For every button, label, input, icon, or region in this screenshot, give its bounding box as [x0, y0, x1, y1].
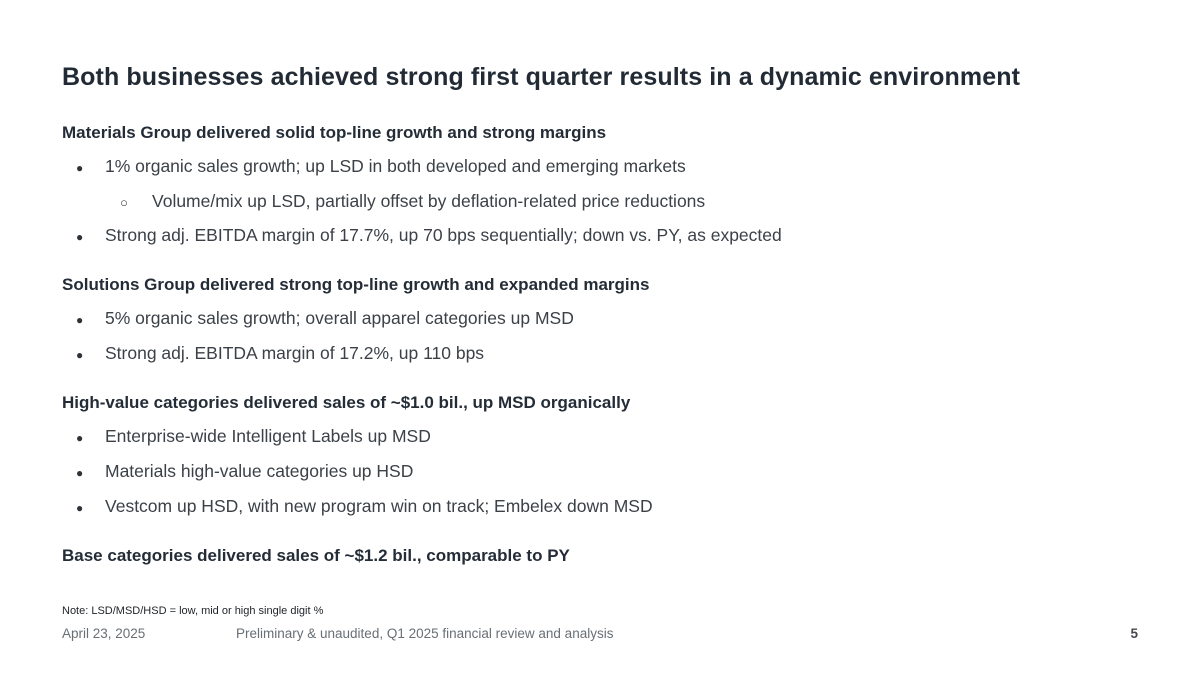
bullet-text: 1% organic sales growth; up LSD in both … — [105, 156, 686, 176]
sub-bullet-icon: ○ — [120, 195, 128, 210]
slide-title: Both businesses achieved strong first qu… — [62, 63, 1021, 91]
bullet-icon: ● — [76, 501, 84, 515]
slide-content: Both businesses achieved strong first qu… — [62, 62, 1142, 569]
section-heading: High-value categories delivered sales of… — [62, 393, 631, 412]
list-item: ● Strong adj. EBITDA margin of 17.7%, up… — [62, 219, 1142, 254]
bullet-icon: ● — [76, 431, 84, 445]
bullet-list: ● 5% organic sales growth; overall appar… — [62, 302, 1142, 372]
section-solutions-group: Solutions Group delivered strong top-lin… — [62, 272, 1142, 372]
list-item: ● Vestcom up HSD, with new program win o… — [62, 490, 1142, 525]
bullet-icon: ● — [76, 230, 84, 244]
section-heading: Solutions Group delivered strong top-lin… — [62, 275, 650, 294]
bullet-icon: ● — [76, 161, 84, 175]
bullet-text: Enterprise-wide Intelligent Labels up MS… — [105, 426, 431, 446]
bullet-icon: ● — [76, 466, 84, 480]
section-materials-group: Materials Group delivered solid top-line… — [62, 120, 1142, 254]
bullet-icon: ● — [76, 348, 84, 362]
bullet-text: Materials high-value categories up HSD — [105, 461, 414, 481]
page-number: 5 — [1130, 626, 1138, 641]
footnote: Note: LSD/MSD/HSD = low, mid or high sin… — [62, 605, 324, 617]
bullet-text: Volume/mix up LSD, partially offset by d… — [152, 191, 706, 211]
bullet-text: Strong adj. EBITDA margin of 17.2%, up 1… — [105, 343, 485, 363]
bullet-text: Strong adj. EBITDA margin of 17.7%, up 7… — [105, 225, 782, 245]
list-item: ● Strong adj. EBITDA margin of 17.2%, up… — [62, 337, 1142, 372]
bullet-list: ● 1% organic sales growth; up LSD in bot… — [62, 150, 1142, 254]
bullet-icon: ● — [76, 313, 84, 327]
list-item: ● 1% organic sales growth; up LSD in bot… — [62, 150, 1142, 185]
bullet-text: 5% organic sales growth; overall apparel… — [105, 308, 574, 328]
section-heading: Materials Group delivered solid top-line… — [62, 123, 607, 142]
sub-list-item: ○ Volume/mix up LSD, partially offset by… — [62, 185, 1142, 219]
section-base-categories: Base categories delivered sales of ~$1.2… — [62, 543, 1142, 569]
bullet-text: Vestcom up HSD, with new program win on … — [105, 496, 653, 516]
list-item: ● Enterprise-wide Intelligent Labels up … — [62, 420, 1142, 455]
list-item: ● 5% organic sales growth; overall appar… — [62, 302, 1142, 337]
section-heading: Base categories delivered sales of ~$1.2… — [62, 546, 570, 565]
footer-date: April 23, 2025 — [62, 626, 146, 641]
bullet-list: ● Enterprise-wide Intelligent Labels up … — [62, 420, 1142, 525]
footer-caption: Preliminary & unaudited, Q1 2025 financi… — [236, 626, 614, 641]
section-high-value-categories: High-value categories delivered sales of… — [62, 390, 1142, 525]
list-item: ● Materials high-value categories up HSD — [62, 455, 1142, 490]
